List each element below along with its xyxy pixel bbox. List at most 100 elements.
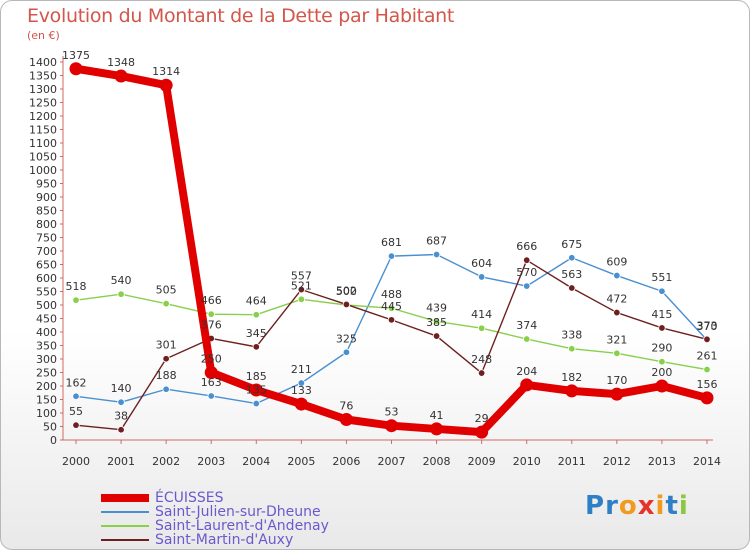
data-label-0: 1348	[107, 56, 135, 69]
data-label-0: 76	[339, 399, 353, 412]
x-tick-label: 2007	[378, 455, 406, 468]
x-tick-label: 2011	[558, 455, 586, 468]
data-point-2	[432, 317, 441, 326]
y-tick-label: 1000	[29, 164, 57, 177]
data-point-2	[162, 299, 170, 308]
data-label-2: 464	[246, 295, 267, 308]
x-tick-label: 2002	[152, 455, 180, 468]
data-point-0	[565, 384, 579, 398]
data-label-3: 301	[156, 339, 177, 352]
data-point-1	[658, 287, 666, 295]
y-tick-label: 700	[36, 245, 57, 258]
data-label-1: 211	[291, 363, 312, 376]
legend-swatch	[101, 525, 149, 527]
data-point-1	[523, 282, 531, 290]
data-point-0	[700, 391, 714, 405]
logo-letter: o	[618, 491, 638, 521]
y-tick-label: 1050	[29, 151, 57, 164]
data-point-3	[117, 426, 125, 434]
data-label-2: 500	[336, 285, 357, 298]
data-point-3	[297, 285, 306, 294]
data-label-1: 604	[471, 257, 492, 270]
y-tick-label: 650	[36, 259, 57, 272]
data-point-1	[432, 250, 441, 259]
y-tick-label: 400	[36, 326, 57, 339]
data-point-1	[342, 348, 351, 356]
data-point-0	[430, 422, 444, 436]
logo-letter: t	[665, 491, 679, 521]
data-point-2	[703, 365, 711, 374]
y-tick-label: 1400	[29, 56, 57, 69]
y-tick-label: 500	[36, 299, 57, 312]
y-unit-label: (en €)	[27, 29, 60, 42]
data-label-1: 681	[381, 236, 402, 249]
data-label-3: 376	[201, 318, 222, 331]
data-label-0: 156	[697, 378, 718, 391]
logo-letter: P	[585, 491, 606, 521]
y-tick-label: 600	[36, 272, 57, 285]
data-point-0	[294, 397, 308, 411]
data-point-3	[658, 324, 666, 332]
data-point-2	[72, 296, 80, 304]
data-point-3	[432, 332, 441, 340]
x-tick-label: 2005	[287, 455, 315, 468]
data-point-3	[703, 335, 711, 343]
data-point-2	[568, 345, 576, 353]
data-label-2: 518	[66, 280, 87, 293]
data-point-0	[655, 379, 669, 393]
y-tick-label: 550	[36, 286, 57, 299]
x-tick-label: 2009	[468, 455, 496, 468]
data-label-0: 185	[246, 370, 267, 383]
data-point-2	[117, 290, 125, 298]
logo-letter: x	[637, 491, 656, 521]
data-label-1: 188	[156, 369, 177, 382]
y-tick-label: 800	[36, 218, 57, 231]
data-label-1: 162	[66, 376, 87, 389]
data-point-1	[387, 252, 396, 260]
y-tick-label: 300	[36, 353, 57, 366]
data-point-1	[297, 379, 306, 387]
legend-swatch	[101, 494, 149, 502]
data-label-2: 321	[606, 333, 627, 346]
data-label-1: 687	[426, 235, 447, 248]
data-label-2: 374	[516, 319, 537, 332]
data-point-0	[610, 387, 624, 401]
x-tick-label: 2006	[332, 455, 360, 468]
data-point-1	[477, 273, 486, 281]
logo-letter: i	[678, 491, 689, 521]
data-label-1: 609	[606, 256, 627, 269]
chart-title: Evolution du Montant de la Dette par Hab…	[27, 5, 455, 27]
data-point-2	[207, 310, 215, 318]
x-tick-label: 2013	[648, 455, 676, 468]
data-point-2	[613, 349, 621, 358]
data-label-1: 135	[246, 384, 267, 397]
data-label-0: 182	[561, 371, 582, 384]
y-tick-label: 950	[36, 178, 57, 191]
legend-label: Saint-Julien-sur-Dheune	[155, 504, 321, 520]
data-label-0: 170	[606, 374, 627, 387]
data-point-3	[477, 369, 486, 377]
y-tick-label: 200	[36, 380, 57, 393]
legend-item: Saint-Martin-d'Auxy	[101, 533, 329, 547]
y-tick-label: 750	[36, 232, 57, 245]
data-label-3: 38	[114, 410, 128, 423]
x-tick-label: 2010	[513, 455, 541, 468]
y-tick-label: 1150	[29, 124, 57, 137]
data-label-3: 55	[69, 405, 83, 418]
data-label-0: 204	[516, 365, 537, 378]
data-label-3: 557	[291, 270, 312, 283]
data-point-1	[72, 392, 80, 400]
y-tick-label: 150	[36, 394, 57, 407]
data-point-0	[204, 366, 218, 379]
logo-letter: r	[605, 491, 619, 521]
data-label-3: 445	[381, 300, 402, 313]
legend-swatch	[101, 539, 149, 541]
data-label-1: 570	[516, 266, 537, 279]
data-point-1	[207, 392, 215, 400]
y-tick-label: 850	[36, 205, 57, 218]
data-label-0: 1314	[152, 65, 180, 78]
x-tick-label: 2000	[62, 455, 90, 468]
x-tick-label: 2014	[693, 455, 721, 468]
logo-letter: i	[655, 491, 666, 521]
